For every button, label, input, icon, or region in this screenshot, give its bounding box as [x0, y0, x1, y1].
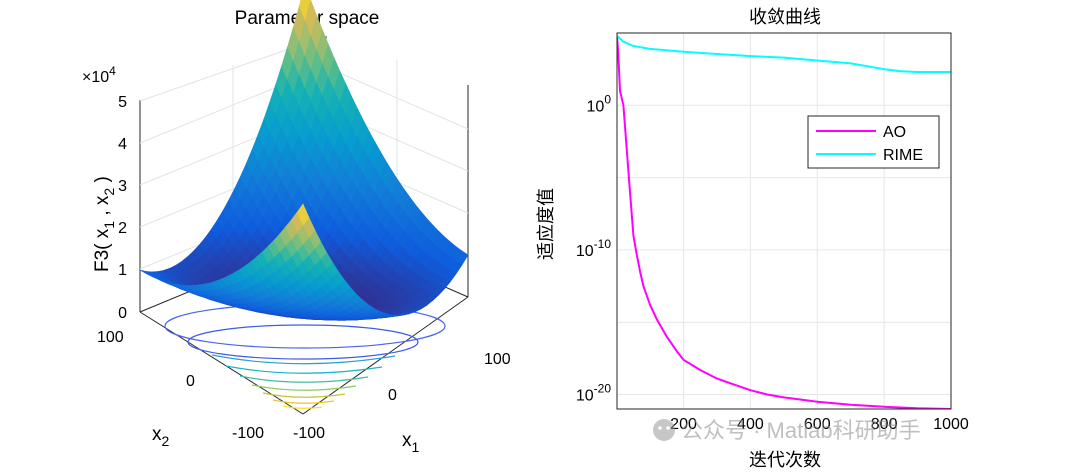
- z-tick-label: 3: [118, 178, 127, 195]
- y-tick-label: 100: [587, 92, 612, 115]
- legend-label-ao: AO: [883, 124, 906, 141]
- z-axis-label: F3( x1 , x2 ): [92, 176, 117, 272]
- surface-mesh: [139, 0, 469, 321]
- contour-line: [282, 405, 323, 409]
- x1-axis: -100 0 100: [293, 351, 511, 442]
- x1-axis-label: x1: [402, 430, 420, 455]
- z-tick-label: 2: [118, 220, 127, 237]
- contour-line: [239, 375, 369, 383]
- watermark: 公众号 · Matlab科研助手: [653, 418, 921, 443]
- series-line-ao: [617, 35, 951, 409]
- watermark-text: 公众号 · Matlab科研助手: [681, 418, 921, 443]
- x2-tick-label: -100: [232, 425, 264, 442]
- contour-line: [225, 365, 383, 374]
- y-axis: 100 10-10 10-20: [576, 92, 611, 404]
- legend-box: [807, 115, 940, 169]
- x-axis-label: 迭代次数: [749, 450, 821, 470]
- contour-line: [187, 324, 419, 360]
- x2-axis-label: x2: [152, 424, 170, 449]
- plot-frame: [616, 32, 952, 410]
- convergence-plot: 收敛曲线 100 10-10 10-20 200 400 600 800 1000 适应度值…: [536, 7, 969, 470]
- wechat-icon: [653, 419, 675, 441]
- convergence-title: 收敛曲线: [749, 7, 821, 27]
- contour-line: [272, 399, 335, 404]
- x2-axis: 100 0 -100: [97, 329, 264, 442]
- y-axis-label: 适应度值: [536, 188, 556, 260]
- series-line-rime: [617, 35, 951, 73]
- legend: AO RIME: [807, 115, 940, 169]
- contour-line: [211, 354, 396, 365]
- x-tick-label: 400: [737, 416, 764, 433]
- surface-plot: Parameter space: [82, 0, 511, 455]
- surface-facet: [296, 203, 310, 226]
- x-tick-label: 1000: [933, 416, 969, 433]
- contour-line: [262, 392, 346, 398]
- y-tick-label: 10-10: [576, 237, 611, 260]
- x2-tick-label: 100: [97, 329, 124, 346]
- wechat-icon-eye: [658, 426, 662, 430]
- x-tick-label: 600: [804, 416, 831, 433]
- x1-tick-label: -100: [293, 425, 325, 442]
- plot-area: [617, 33, 951, 409]
- legend-label-rime: RIME: [883, 147, 923, 164]
- z-exponent: ×104: [82, 64, 116, 86]
- y-tick-label: 10-20: [576, 382, 611, 405]
- z-tick-label: 5: [118, 94, 127, 111]
- contour-line: [251, 384, 357, 391]
- convergence-series: [617, 35, 951, 409]
- surface-contours: [164, 303, 446, 409]
- wechat-icon-eye: [666, 426, 670, 430]
- x1-tick-label: 0: [388, 387, 397, 404]
- x1-tick-label: 100: [484, 351, 511, 368]
- z-axis: 0 1 2 3 4 5: [118, 94, 127, 322]
- z-tick-label: 4: [118, 136, 127, 153]
- z-tick-label: 1: [118, 262, 127, 279]
- x-tick-label: 200: [670, 416, 697, 433]
- x-axis: 200 400 600 800 1000: [670, 416, 969, 433]
- x2-tick-label: 0: [186, 373, 195, 390]
- z-tick-label: 0: [118, 305, 127, 322]
- x-tick-label: 800: [871, 416, 898, 433]
